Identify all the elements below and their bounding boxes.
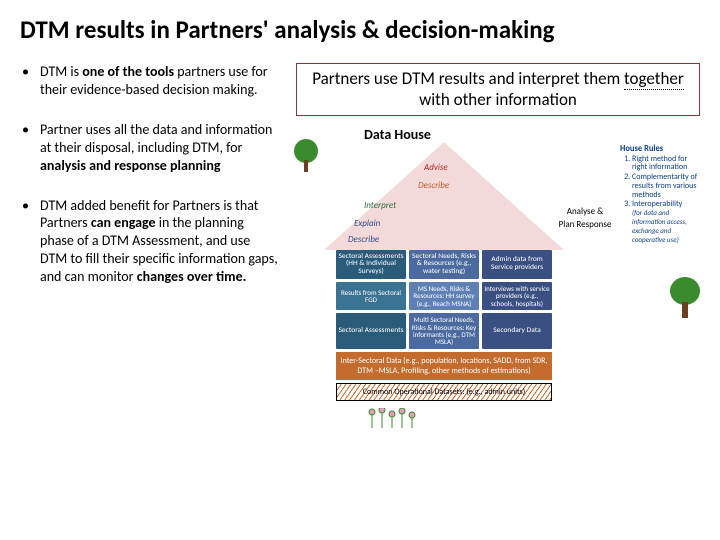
- chip: Sectoral Needs, Risks & Resources (e.g.,…: [409, 250, 479, 280]
- rule-item: Right method for right information: [632, 155, 700, 173]
- foundation-bar: Common Operational Datasets: (e.g., admi…: [336, 383, 552, 401]
- analyse-label: Analyse &Plan Response: [556, 206, 614, 230]
- text: Partner uses all the data and informatio…: [40, 121, 272, 156]
- underlined: together: [624, 68, 684, 90]
- chip: Multi Sectoral Needs, Risks & Resources:…: [409, 313, 479, 348]
- rule-item: Complementarity of results from various …: [632, 173, 700, 199]
- page-title: DTM results in Partners' analysis & deci…: [20, 14, 700, 45]
- plant-icon: [366, 408, 418, 430]
- left-column: DTM is one of the tools partners use for…: [20, 63, 280, 486]
- chip: Results from Sectoral FGD: [336, 282, 406, 310]
- roof-label: Advise: [424, 162, 448, 173]
- right-column: Partners use DTM results and interpret t…: [296, 63, 700, 486]
- house-title: Data House: [364, 126, 431, 143]
- roof-label: Explain: [354, 218, 380, 229]
- bold: can engage: [91, 214, 156, 231]
- list-item: DTM added benefit for Partners is that P…: [20, 197, 280, 287]
- text: Partners use DTM results and interpret t…: [312, 68, 624, 89]
- rule-item: Interoperability(for data and informatio…: [632, 200, 700, 244]
- chip: MS Needs, Risks & Resources: HH survey (…: [409, 282, 479, 310]
- tree-icon: [668, 276, 702, 320]
- chip: Admin data from Service providers: [482, 250, 552, 280]
- rules-heading: House Rules: [620, 144, 700, 154]
- list-item: Partner uses all the data and informatio…: [20, 121, 280, 175]
- bold: one of the tools: [82, 63, 174, 80]
- columns: DTM is one of the tools partners use for…: [20, 63, 700, 486]
- roof-label: Describe: [348, 234, 379, 245]
- roof-label: Describe: [418, 180, 449, 191]
- callout-box: Partners use DTM results and interpret t…: [296, 63, 700, 116]
- bullet-list: DTM is one of the tools partners use for…: [20, 63, 280, 286]
- bold: changes over time.: [137, 268, 247, 285]
- data-house-figure: Data House House Rules Right method for …: [296, 126, 696, 486]
- house-body: Sectoral Assessments (HH & Individual Su…: [336, 250, 552, 401]
- house-rules: House Rules Right method for right infor…: [620, 144, 700, 246]
- list-item: DTM is one of the tools partners use for…: [20, 63, 280, 99]
- chip: Sectoral Assessments (HH & Individual Su…: [336, 250, 406, 280]
- bold: analysis and response planning: [40, 157, 220, 174]
- house-row: Results from Sectoral FGD MS Needs, Risk…: [336, 282, 552, 310]
- house-row: Sectoral Assessments Multi Sectoral Need…: [336, 313, 552, 348]
- text: with other information: [419, 89, 577, 110]
- tree-icon: [292, 138, 320, 174]
- text: DTM is: [40, 63, 82, 80]
- chip: Sectoral Assessments: [336, 313, 406, 348]
- sdr-bar: Inter-Sectoral Data (e.g., population, l…: [336, 352, 552, 380]
- chip: Interviews with service providers (e.g.,…: [482, 282, 552, 310]
- chip: Secondary Data: [482, 313, 552, 348]
- roof-label: Interpret: [364, 200, 396, 211]
- house-row: Sectoral Assessments (HH & Individual Su…: [336, 250, 552, 280]
